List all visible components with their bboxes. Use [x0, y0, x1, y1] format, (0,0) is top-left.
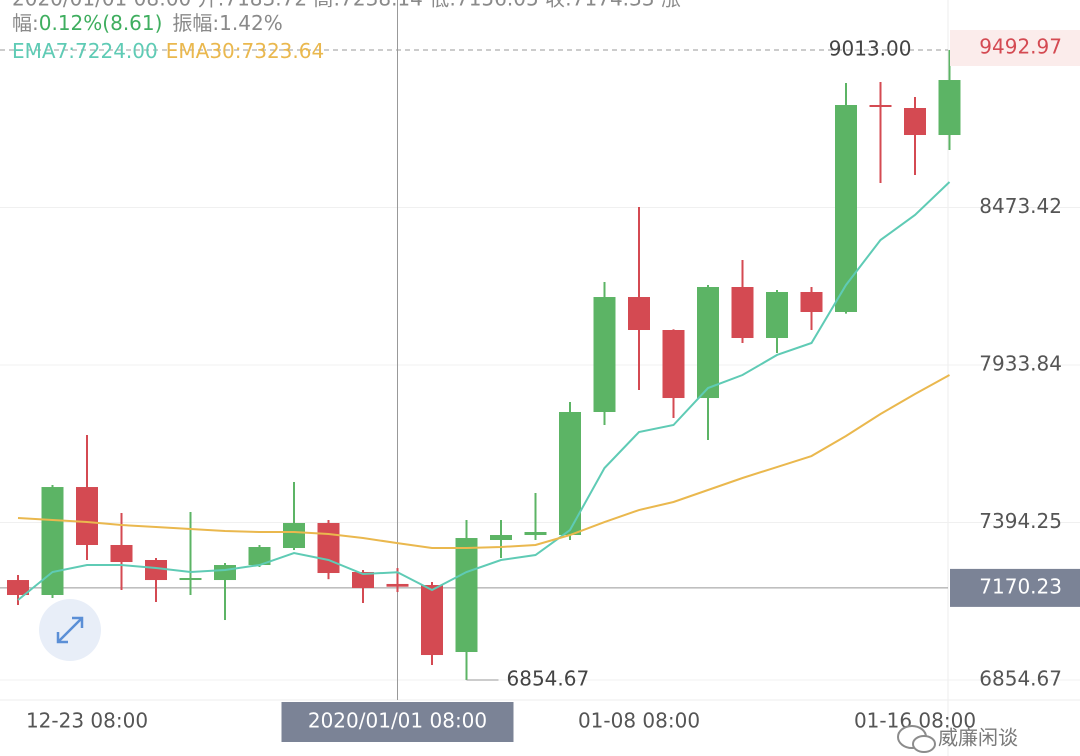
- candle-body: [386, 583, 409, 587]
- candle-body: [179, 578, 202, 581]
- expand-icon[interactable]: [56, 616, 84, 644]
- candle-body: [904, 108, 926, 136]
- ema-line: [17, 374, 950, 550]
- info-line-1: 2020/01/01 08:00 开:7183.72 高:7238.14 低:7…: [12, 0, 681, 11]
- legend-entry: EMA7:7224.00: [12, 39, 158, 63]
- y-tick-label: 7933.84: [979, 351, 1062, 375]
- crosshair-price-box: [950, 568, 1080, 607]
- candle-body: [869, 105, 892, 107]
- legend-entry: EMA30:7323.64: [166, 39, 324, 63]
- candle-body: [352, 571, 374, 589]
- candle-body: [524, 532, 547, 536]
- candle-body: [317, 523, 340, 574]
- candle-body: [800, 291, 823, 312]
- last-price-label: 9492.97: [979, 35, 1062, 59]
- info-change: 0.12%(8.61): [39, 11, 163, 35]
- expand-button[interactable]: [39, 599, 101, 661]
- candle-body: [490, 535, 512, 541]
- y-tick-label: 7394.25: [979, 509, 1062, 533]
- x-label-highlight: [281, 702, 514, 742]
- candle-body: [455, 538, 478, 653]
- x-tick-label: 12-23 08:00: [26, 709, 148, 733]
- candle-body: [76, 487, 98, 545]
- watermark-icon: [912, 735, 936, 753]
- y-tick-label: 8473.42: [979, 194, 1062, 218]
- candle-body: [283, 523, 305, 549]
- info-line-2: 幅:0.12%(8.61) 振幅:1.42%: [12, 11, 283, 35]
- candle-body: [766, 291, 788, 339]
- max-label: 9013.00: [829, 36, 912, 60]
- x-tick-label: 01-08 08:00: [578, 709, 700, 733]
- candle-body: [938, 80, 961, 136]
- candle-body: [421, 585, 443, 656]
- x-tick-label: 2020/01/01 08:00: [308, 709, 487, 733]
- y-tick-label: 6854.67: [979, 667, 1062, 691]
- candle-body: [248, 547, 271, 566]
- info-prefix: 幅:: [12, 11, 39, 35]
- candle-body: [214, 565, 236, 581]
- legend: EMA7:7224.00 EMA30:7323.64: [12, 39, 324, 63]
- candle-body: [7, 580, 29, 595]
- watermark-text: 威廉闲谈: [938, 726, 1018, 750]
- crosshair-price-label: 7170.23: [979, 574, 1062, 598]
- candle-body: [835, 105, 857, 312]
- candle-body: [593, 297, 616, 413]
- candle-body: [697, 287, 719, 399]
- ema-line: [17, 181, 951, 601]
- candle-body: [41, 487, 64, 595]
- x-tick-label: 01-16 08:00: [854, 709, 976, 733]
- watermark: 威廉闲谈: [897, 725, 1018, 753]
- candle-body: [145, 560, 167, 581]
- min-label: 6854.67: [507, 667, 590, 691]
- candle-body: [731, 287, 754, 339]
- candle-body: [662, 330, 685, 399]
- info-amplitude: 振幅:1.42%: [172, 11, 282, 35]
- candle-body: [110, 544, 133, 563]
- last-price-box: [950, 30, 1080, 66]
- candle-body: [628, 297, 650, 331]
- candle-body: [559, 412, 581, 536]
